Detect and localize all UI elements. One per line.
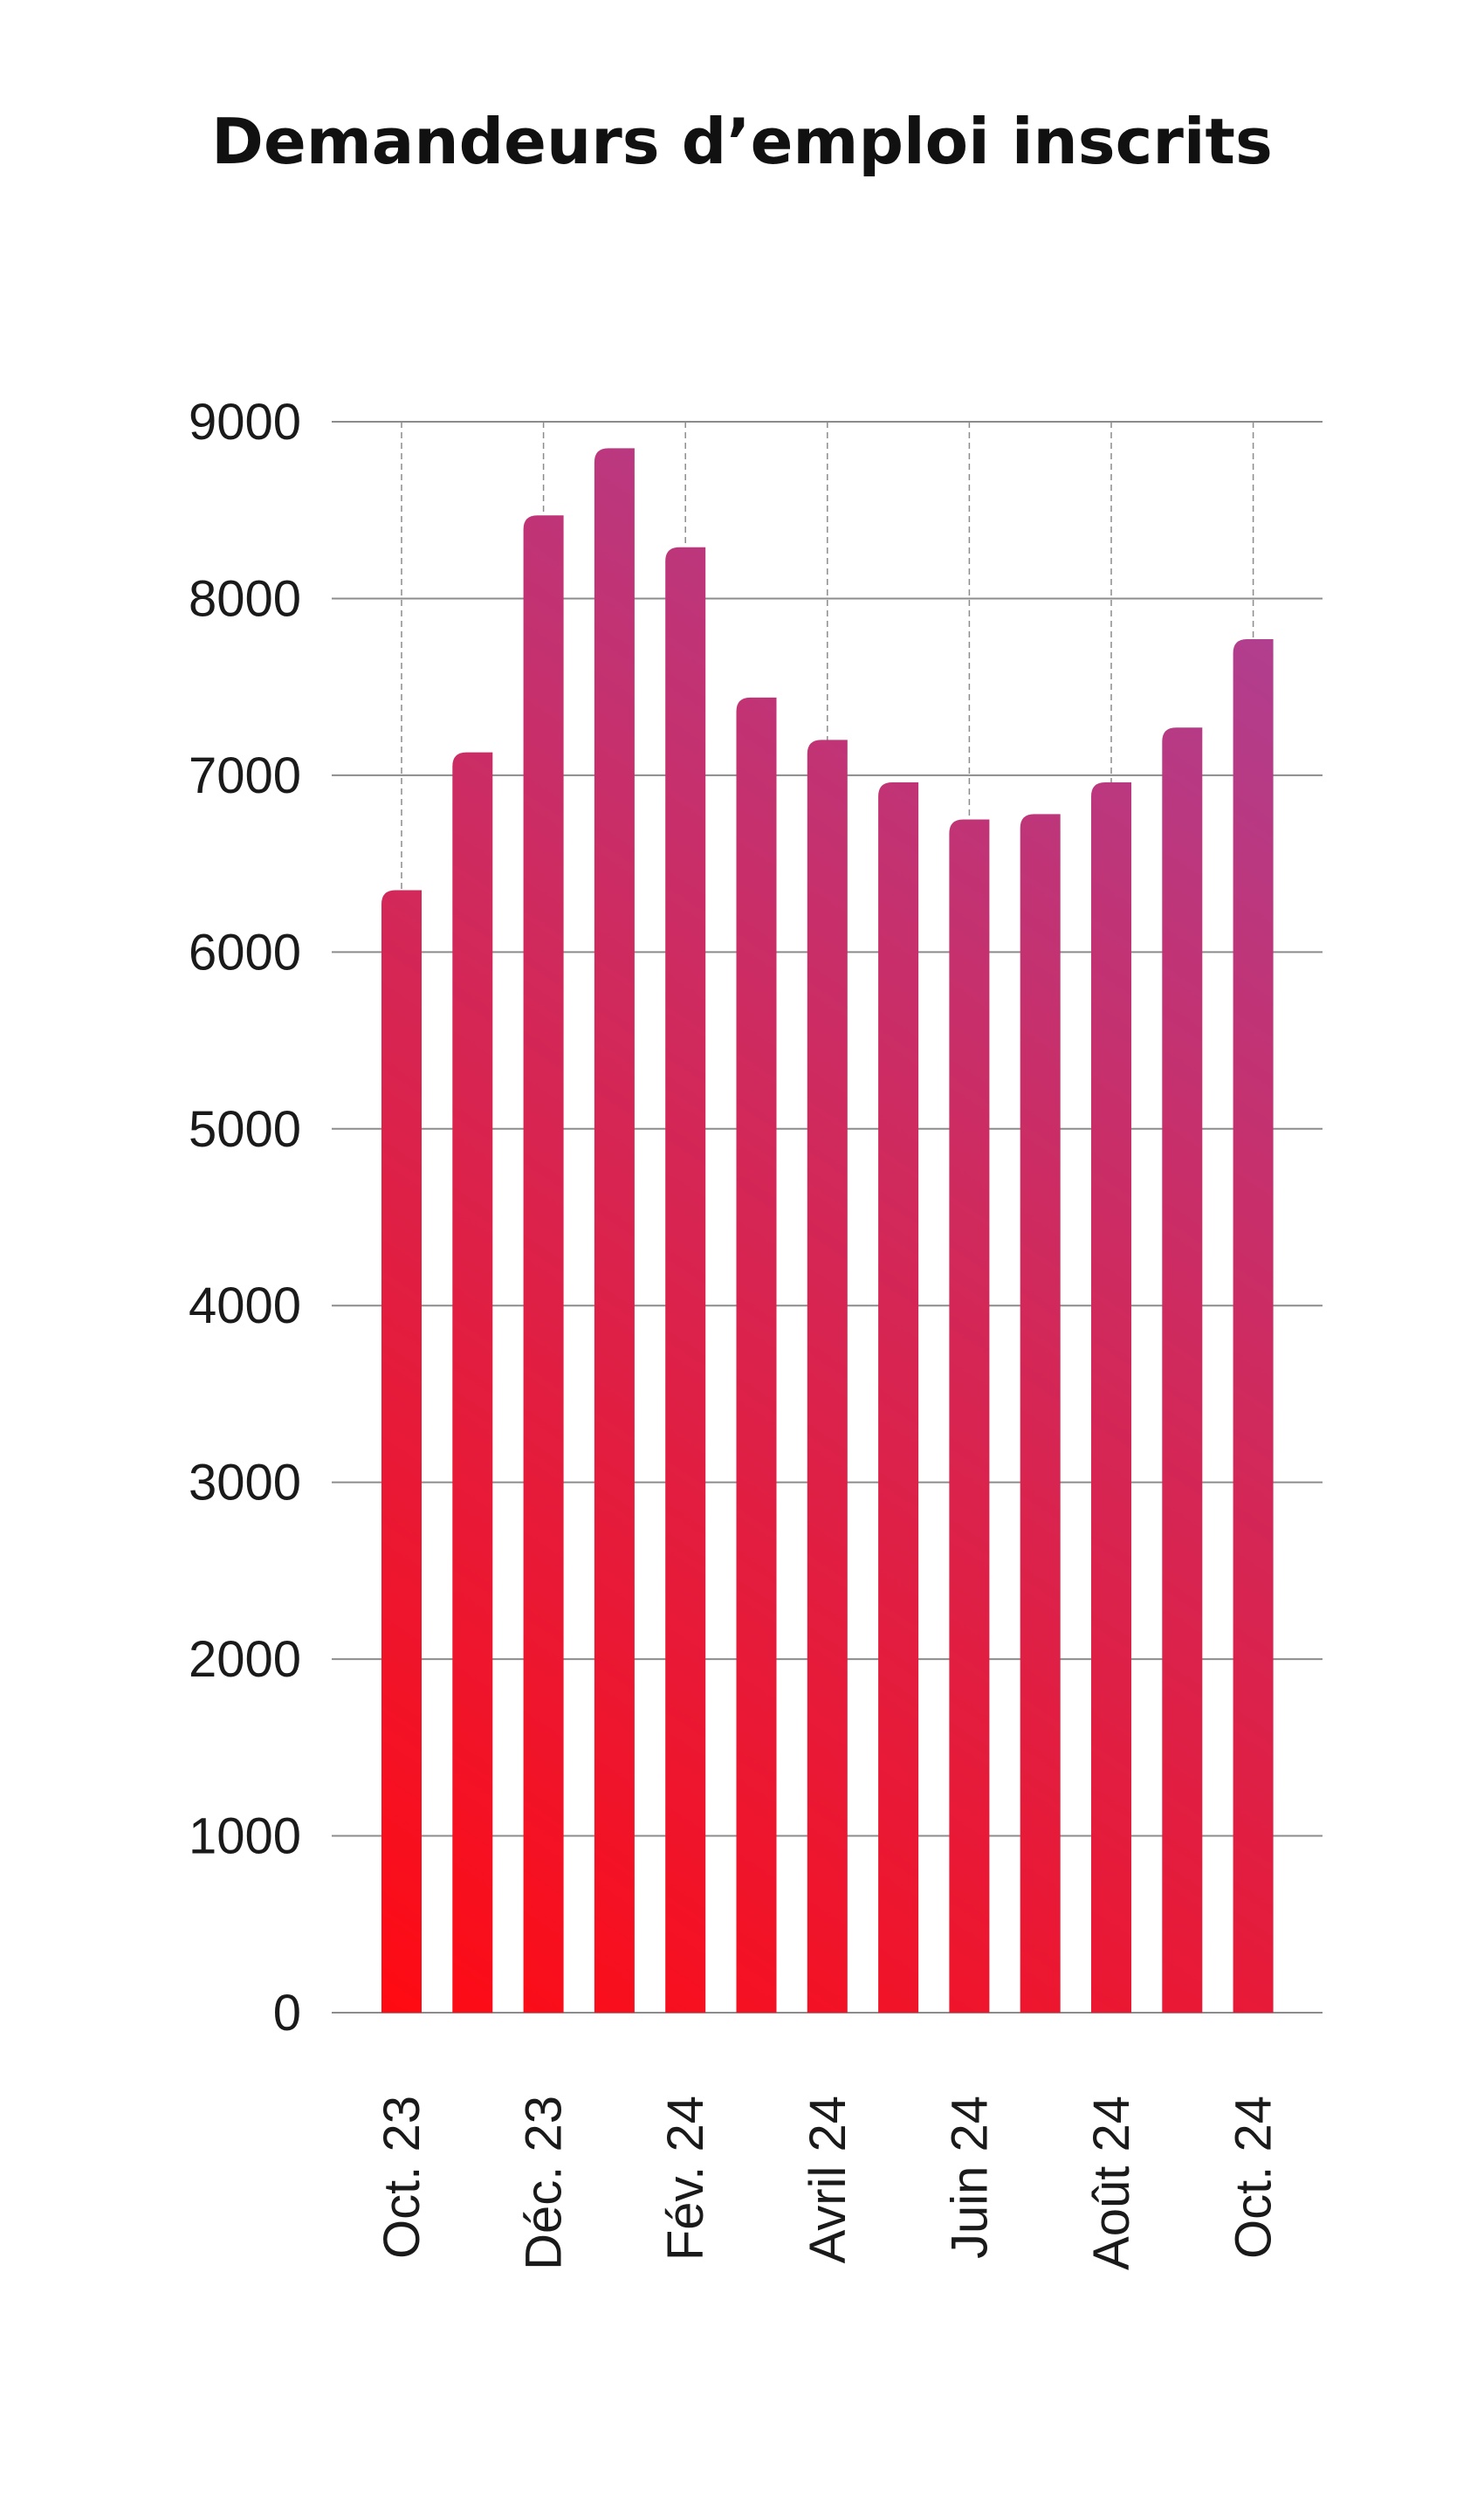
bar-d-c-23 xyxy=(523,515,564,2013)
y-tick-label: 0 xyxy=(273,1985,301,2041)
x-tick-label: Juin 24 xyxy=(941,2096,998,2259)
x-tick-label: Oct. 24 xyxy=(1226,2096,1282,2259)
bar-ao-t-24 xyxy=(1091,781,1131,2013)
y-tick-label: 8000 xyxy=(189,570,301,627)
bar-oct-24 xyxy=(1233,639,1274,2014)
x-tick-label: Fév. 24 xyxy=(657,2096,714,2261)
x-tick-label: Déc. 23 xyxy=(516,2096,573,2270)
y-tick-label: 3000 xyxy=(189,1455,301,1511)
x-axis-ticks: Oct. 23 Déc. 23 Fév. 24 Avril 24 Juin 24 Août… xyxy=(374,2096,1282,2270)
x-tick-label: Avril 24 xyxy=(800,2096,856,2263)
y-tick-label: 2000 xyxy=(189,1631,301,1688)
bars xyxy=(381,448,1274,2014)
chart-title: Demandeurs d’emploi inscrits xyxy=(211,105,1273,178)
bar-oct-23 xyxy=(381,890,422,2013)
bar-mars-24 xyxy=(736,697,777,2013)
x-tick-label: Août 24 xyxy=(1083,2096,1140,2270)
bar-juil-24 xyxy=(1020,814,1061,2013)
bar-avril-24 xyxy=(807,740,848,2013)
x-tick-label: Oct. 23 xyxy=(374,2096,430,2259)
y-tick-label: 4000 xyxy=(189,1277,301,1334)
y-tick-label: 9000 xyxy=(189,394,301,451)
y-tick-label: 1000 xyxy=(189,1808,301,1865)
y-tick-label: 6000 xyxy=(189,924,301,981)
bar-mai-24 xyxy=(878,781,919,2013)
bar-sept-24 xyxy=(1162,727,1203,2013)
bar-nov-23 xyxy=(452,752,493,2014)
bar-f-v-24 xyxy=(665,547,706,2013)
y-tick-label: 5000 xyxy=(189,1101,301,1158)
y-tick-label: 7000 xyxy=(189,747,301,804)
y-axis-ticks: 0 1000 2000 3000 4000 5000 6000 7000 8000 9000 xyxy=(189,394,301,2041)
bar-janv-24 xyxy=(594,448,635,2013)
bar-juin-24 xyxy=(949,819,990,2013)
